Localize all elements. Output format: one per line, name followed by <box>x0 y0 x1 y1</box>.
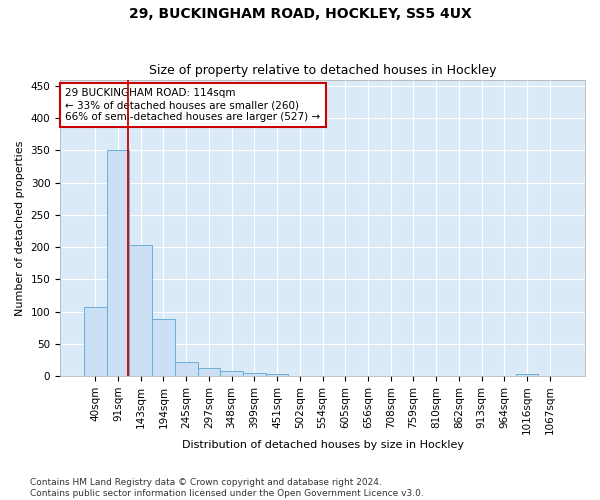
Text: 29 BUCKINGHAM ROAD: 114sqm
← 33% of detached houses are smaller (260)
66% of sem: 29 BUCKINGHAM ROAD: 114sqm ← 33% of deta… <box>65 88 320 122</box>
X-axis label: Distribution of detached houses by size in Hockley: Distribution of detached houses by size … <box>182 440 464 450</box>
Bar <box>175 362 197 376</box>
Y-axis label: Number of detached properties: Number of detached properties <box>15 140 25 316</box>
Bar <box>107 150 130 376</box>
Bar <box>197 368 220 376</box>
Bar <box>243 373 266 376</box>
Bar <box>515 374 538 376</box>
Text: Contains HM Land Registry data © Crown copyright and database right 2024.
Contai: Contains HM Land Registry data © Crown c… <box>30 478 424 498</box>
Bar <box>220 371 243 376</box>
Bar <box>84 307 107 376</box>
Bar <box>130 245 152 376</box>
Text: 29, BUCKINGHAM ROAD, HOCKLEY, SS5 4UX: 29, BUCKINGHAM ROAD, HOCKLEY, SS5 4UX <box>128 8 472 22</box>
Title: Size of property relative to detached houses in Hockley: Size of property relative to detached ho… <box>149 64 496 77</box>
Bar <box>152 320 175 376</box>
Bar <box>266 374 289 376</box>
